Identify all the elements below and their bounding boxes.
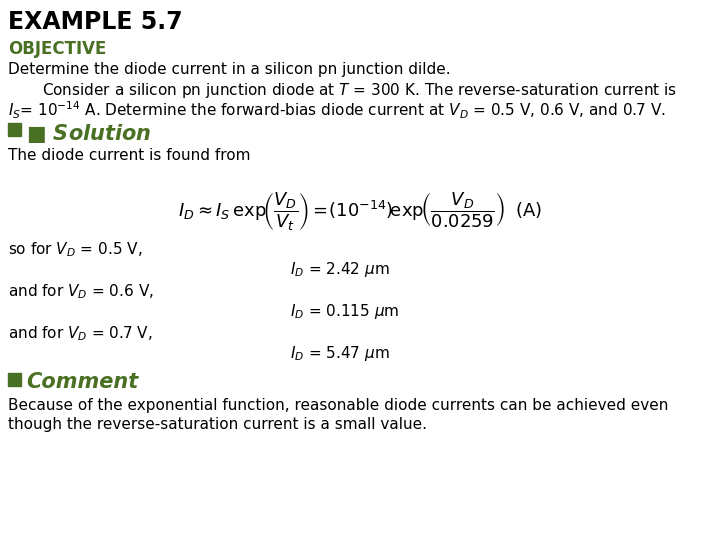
Text: Consider a silicon pn junction diode at $T$ = 300 K. The reverse-saturation curr: Consider a silicon pn junction diode at …: [42, 81, 677, 100]
Text: $I_D$ = 0.115 $\mu$m: $I_D$ = 0.115 $\mu$m: [290, 302, 400, 321]
Text: Because of the exponential function, reasonable diode currents can be achieved e: Because of the exponential function, rea…: [8, 398, 668, 413]
Text: and for $V_D$ = 0.7 V,: and for $V_D$ = 0.7 V,: [8, 324, 153, 343]
Text: The diode current is found from: The diode current is found from: [8, 148, 251, 163]
Text: Determine the diode current in a silicon pn junction dilde.: Determine the diode current in a silicon…: [8, 62, 451, 77]
Text: $I_D$ = 5.47 $\mu$m: $I_D$ = 5.47 $\mu$m: [290, 344, 390, 363]
Bar: [8, 123, 21, 136]
Text: $I_S$= 10$^{-14}$ A. Determine the forward-bias diode current at $V_D$ = 0.5 V, : $I_S$= 10$^{-14}$ A. Determine the forwa…: [8, 100, 666, 122]
Bar: [8, 373, 21, 386]
Text: Comment: Comment: [26, 372, 138, 392]
Text: $I_D \approx I_S \,\mathrm{exp}\!\left(\dfrac{V_D}{V_t}\right)= \!\left(10^{-14}: $I_D \approx I_S \,\mathrm{exp}\!\left(\…: [178, 190, 542, 232]
Text: though the reverse-saturation current is a small value.: though the reverse-saturation current is…: [8, 417, 427, 432]
Text: so for $V_D$ = 0.5 V,: so for $V_D$ = 0.5 V,: [8, 240, 143, 259]
Text: and for $V_D$ = 0.6 V,: and for $V_D$ = 0.6 V,: [8, 282, 154, 301]
Text: $\blacksquare$ Solution: $\blacksquare$ Solution: [26, 122, 151, 145]
Text: EXAMPLE 5.7: EXAMPLE 5.7: [8, 10, 183, 34]
Text: OBJECTIVE: OBJECTIVE: [8, 40, 107, 58]
Text: $I_D$ = 2.42 $\mu$m: $I_D$ = 2.42 $\mu$m: [290, 260, 390, 279]
